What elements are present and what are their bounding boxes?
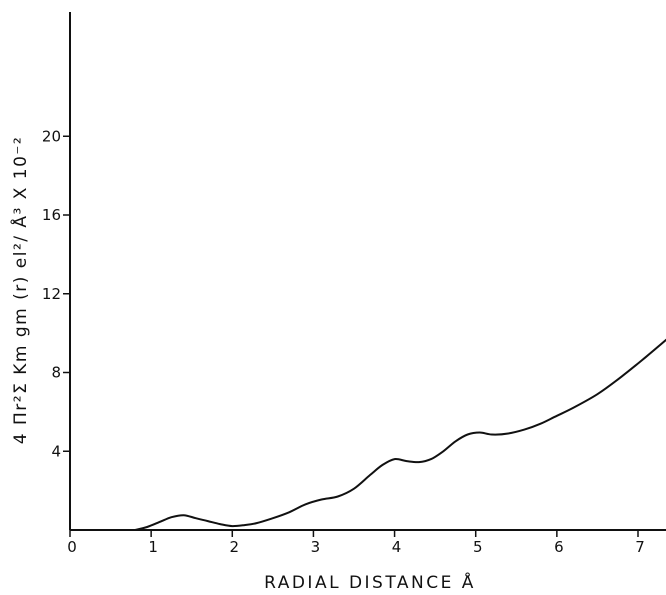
y-tick-label: 12 [42,285,61,303]
x-axis-title: RADIAL DISTANCE Å [264,571,476,593]
y-tick-label: 20 [42,127,61,145]
y-tick-label: 4 [51,442,61,460]
x-tick-label: 4 [392,538,402,556]
y-tick-label: 8 [51,364,61,382]
y-axis-title: 4 Πr²Σ Km gm (r) el²/ Å³ X 10⁻² [9,136,31,444]
x-tick-label: 7 [635,538,645,556]
x-tick-label: 6 [554,538,564,556]
x-tick-label: 1 [148,538,158,556]
series-line [70,338,666,531]
x-tick-label: 0 [67,538,77,556]
x-tick-label: 2 [230,538,240,556]
axes [69,12,666,531]
x-tick-label: 5 [473,538,483,556]
x-tick-label: 3 [311,538,321,556]
y-tick-label: 16 [42,206,61,224]
